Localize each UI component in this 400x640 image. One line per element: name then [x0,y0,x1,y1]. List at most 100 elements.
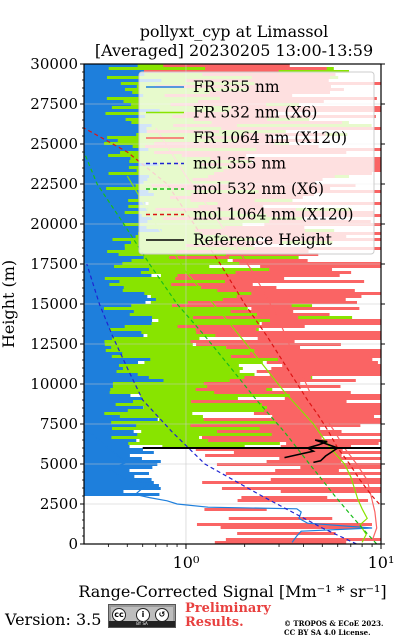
band-fr1064 [224,280,365,283]
band-fr532 [141,397,238,400]
band-fr532 [111,421,288,424]
cc-badge-label: BY SA [109,621,175,627]
band-fr1064 [272,415,375,418]
band-fr1064 [236,295,362,298]
band-fr1064 [196,523,372,526]
band-fr1064 [217,430,342,433]
band-fr532 [137,433,273,436]
legend-label: mol 532 nm (X6) [193,180,324,198]
band-fr355 [84,256,168,259]
cc-icon: cc [112,608,126,622]
band-fr355 [84,379,168,382]
band-fr355 [84,301,146,304]
band-fr1064 [271,433,381,436]
version-label: Version: 3.5 [5,610,102,629]
band-fr1064 [204,508,267,511]
band-fr1064 [277,358,373,361]
band-fr1064 [257,337,381,340]
band-fr355 [84,259,163,262]
preliminary-line1: Preliminary [185,601,271,616]
band-fr532 [122,367,243,370]
band-fr355 [84,376,170,379]
band-fr355 [84,424,148,427]
band-fr1064 [195,328,257,331]
band-fr355 [84,391,135,394]
band-fr355 [84,331,181,334]
band-fr532 [150,295,273,298]
series-line-1 [126,175,368,543]
y-tick-label: 7500 [40,415,78,433]
band-fr355 [84,223,159,226]
band-fr355 [84,364,149,367]
band-fr1064 [172,304,292,307]
band-fr355 [84,190,156,193]
band-fr532 [140,394,320,397]
band-fr355 [84,361,139,364]
band-fr1064 [205,67,327,70]
band-fr355 [84,286,143,289]
legend-label: FR 355 nm [193,78,280,96]
y-tick-label: 2500 [40,495,78,513]
band-fr355 [84,148,170,151]
band-fr1064 [253,412,381,415]
band-fr1064 [171,283,253,286]
band-fr355 [84,358,159,361]
band-fr1064 [300,466,381,469]
band-fr1064 [207,385,341,388]
band-fr1064 [280,445,352,448]
band-fr1064 [237,532,336,535]
band-fr532 [112,382,237,385]
chart-title: pollyxt_cyp at Limassol [139,22,329,41]
legend-box [138,71,375,255]
band-fr355 [84,199,156,202]
band-fr355 [84,394,131,397]
band-fr355 [84,217,189,220]
band-fr532 [131,259,228,262]
band-fr1064 [261,403,381,406]
band-fr355 [84,436,138,439]
band-fr355 [84,337,136,340]
band-fr1064 [230,310,294,313]
band-fr355 [84,460,161,463]
band-fr532 [133,310,277,313]
band-fr1064 [269,319,381,322]
band-fr1064 [202,481,381,484]
x-tick-label: 10¹ [368,553,395,572]
band-fr1064 [190,424,361,427]
band-fr532 [104,343,193,346]
band-fr355 [84,478,152,481]
band-fr532 [111,436,200,439]
band-fr1064 [190,340,295,343]
y-tick-label: 22500 [30,175,78,193]
y-tick-label: 12500 [30,335,78,353]
band-fr355 [84,319,153,322]
band-fr532 [158,319,330,322]
band-fr1064 [270,478,381,481]
band-fr355 [84,157,177,160]
band-fr532 [137,373,255,376]
band-fr532 [144,361,263,364]
band-fr1064 [271,367,381,370]
band-fr355 [84,418,158,421]
y-tick-label: 15000 [30,295,78,313]
band-fr355 [84,493,160,496]
band-fr1064 [228,517,333,520]
band-fr355 [84,430,134,433]
band-fr355 [84,466,153,469]
x-tick-label: 10⁰ [173,553,200,572]
band-fr355 [84,229,176,232]
band-fr355 [84,79,175,82]
band-fr355 [84,400,139,403]
band-fr532 [159,418,247,421]
band-fr532 [104,412,193,415]
band-fr355 [84,334,144,337]
band-fr355 [84,145,153,148]
band-fr532 [105,349,258,352]
band-fr532 [112,385,213,388]
band-fr355 [84,175,165,178]
band-fr355 [84,475,135,478]
band-fr1064 [266,460,342,463]
band-fr1064 [259,427,321,430]
band-fr355 [84,163,171,166]
band-fr1064 [286,442,379,445]
